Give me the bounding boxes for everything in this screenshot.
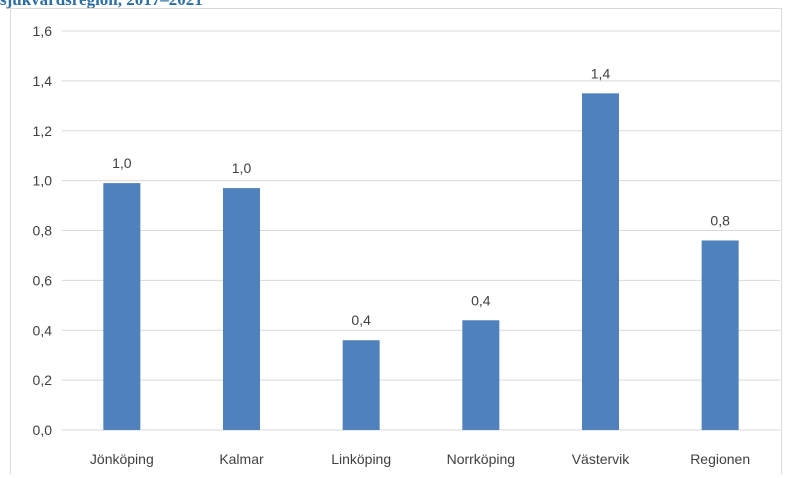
y-tick-label: 1,2: [33, 123, 53, 139]
x-category-label: Kalmar: [219, 451, 264, 467]
bar: [342, 340, 380, 430]
y-tick-label: 1,6: [33, 23, 53, 39]
x-category-label: Linköping: [331, 451, 391, 467]
bar: [462, 320, 500, 430]
y-tick-label: 0,6: [33, 272, 53, 288]
x-category-label: Norrköping: [447, 451, 515, 467]
y-tick-label: 0,0: [33, 422, 53, 438]
data-label: 1,4: [591, 65, 611, 81]
data-label: 1,0: [232, 160, 252, 176]
bar: [103, 183, 141, 430]
x-category-label: Regionen: [690, 451, 750, 467]
data-label: 1,0: [112, 155, 132, 171]
chart-title-fragment: sjukvårdsregion, 2017–2021: [0, 0, 203, 10]
bar: [223, 188, 260, 430]
y-tick-label: 0,8: [33, 223, 53, 239]
data-label: 0,4: [351, 312, 371, 328]
y-tick-label: 1,0: [33, 173, 53, 189]
x-category-label: Västervik: [572, 451, 631, 467]
x-category-label: Jönköping: [90, 451, 154, 467]
y-tick-label: 0,2: [33, 372, 53, 388]
bar: [701, 240, 739, 430]
y-tick-label: 0,4: [33, 322, 53, 338]
bar: [582, 93, 619, 430]
y-tick-label: 1,4: [33, 73, 53, 89]
data-label: 0,4: [471, 292, 491, 308]
data-label: 0,8: [710, 212, 730, 228]
chart-frame: [10, 8, 782, 474]
